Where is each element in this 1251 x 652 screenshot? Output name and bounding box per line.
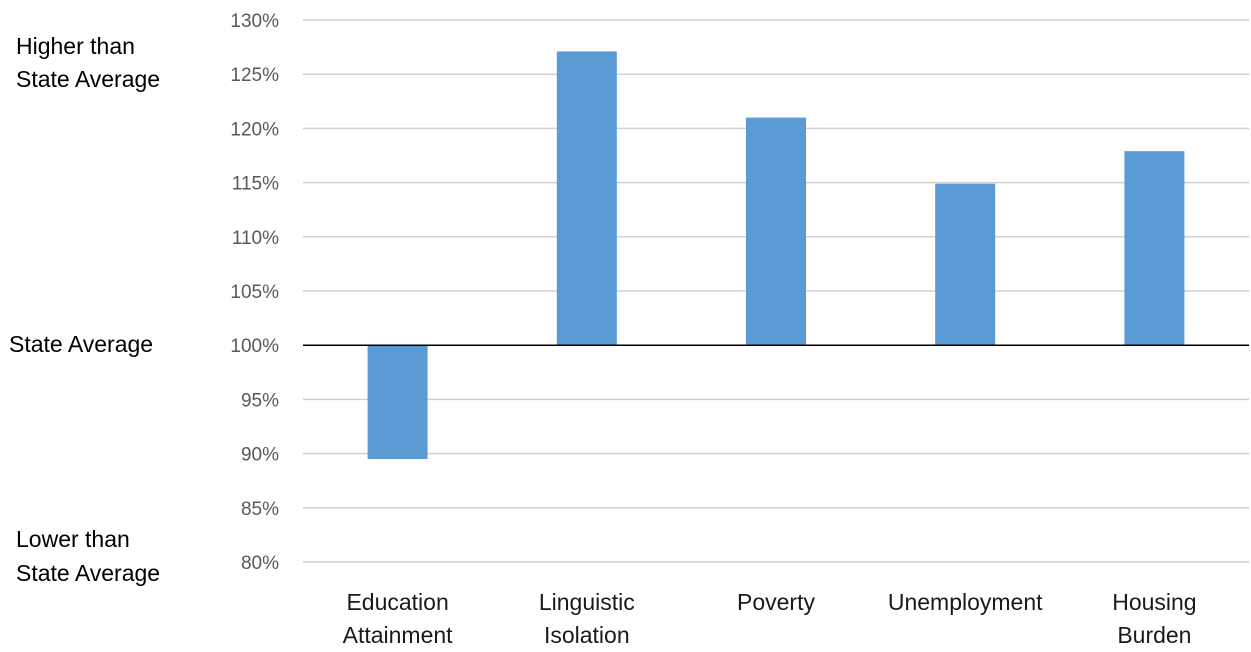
bars <box>367 51 1185 460</box>
annotation-higher-line-2: State Average <box>16 66 160 92</box>
y-tick-label-130: 130% <box>230 11 279 32</box>
y-tick-label-85: 85% <box>241 499 279 520</box>
category-label-poverty: Poverty <box>737 589 815 615</box>
y-tick-label-105: 105% <box>230 282 279 303</box>
y-axis-tick-labels: 80% 85% 90% 95% 100% 105% 110% 115% 120% 125% 130% <box>230 11 279 574</box>
bar-poverty <box>746 117 806 346</box>
y-tick-label-125: 125% <box>230 65 279 86</box>
y-tick-label-120: 120% <box>230 119 279 140</box>
bar-education-attainment <box>367 345 428 460</box>
bar-unemployment <box>935 183 996 346</box>
x-axis-category-labels: Education Attainment Linguistic Isolation Po… <box>343 589 1197 648</box>
annotation-state-average: State Average <box>9 331 153 357</box>
category-label-housing-burden: Housing Burden <box>1112 589 1196 648</box>
category-label-linguistic-isolation: Linguistic Isolation <box>539 589 635 648</box>
y-tick-label-115: 115% <box>232 174 279 195</box>
y-tick-label-100: 100% <box>230 336 279 357</box>
side-annotations: Higher than State Average State Average … <box>9 33 160 586</box>
annotation-lower-line-2: State Average <box>16 560 160 586</box>
y-tick-label-90: 90% <box>241 445 279 466</box>
annotation-lower-line-1: Lower than <box>16 526 130 552</box>
category-label-unemployment: Unemployment <box>888 589 1043 615</box>
y-tick-label-110: 110% <box>232 228 279 249</box>
y-tick-label-80: 80% <box>241 553 279 574</box>
bar-housing-burden <box>1124 151 1185 346</box>
bar-linguistic-isolation <box>556 51 617 346</box>
annotation-higher-line-1: Higher than <box>16 33 135 59</box>
y-tick-label-95: 95% <box>241 390 279 411</box>
category-label-education-attainment: Education Attainment <box>343 589 454 648</box>
